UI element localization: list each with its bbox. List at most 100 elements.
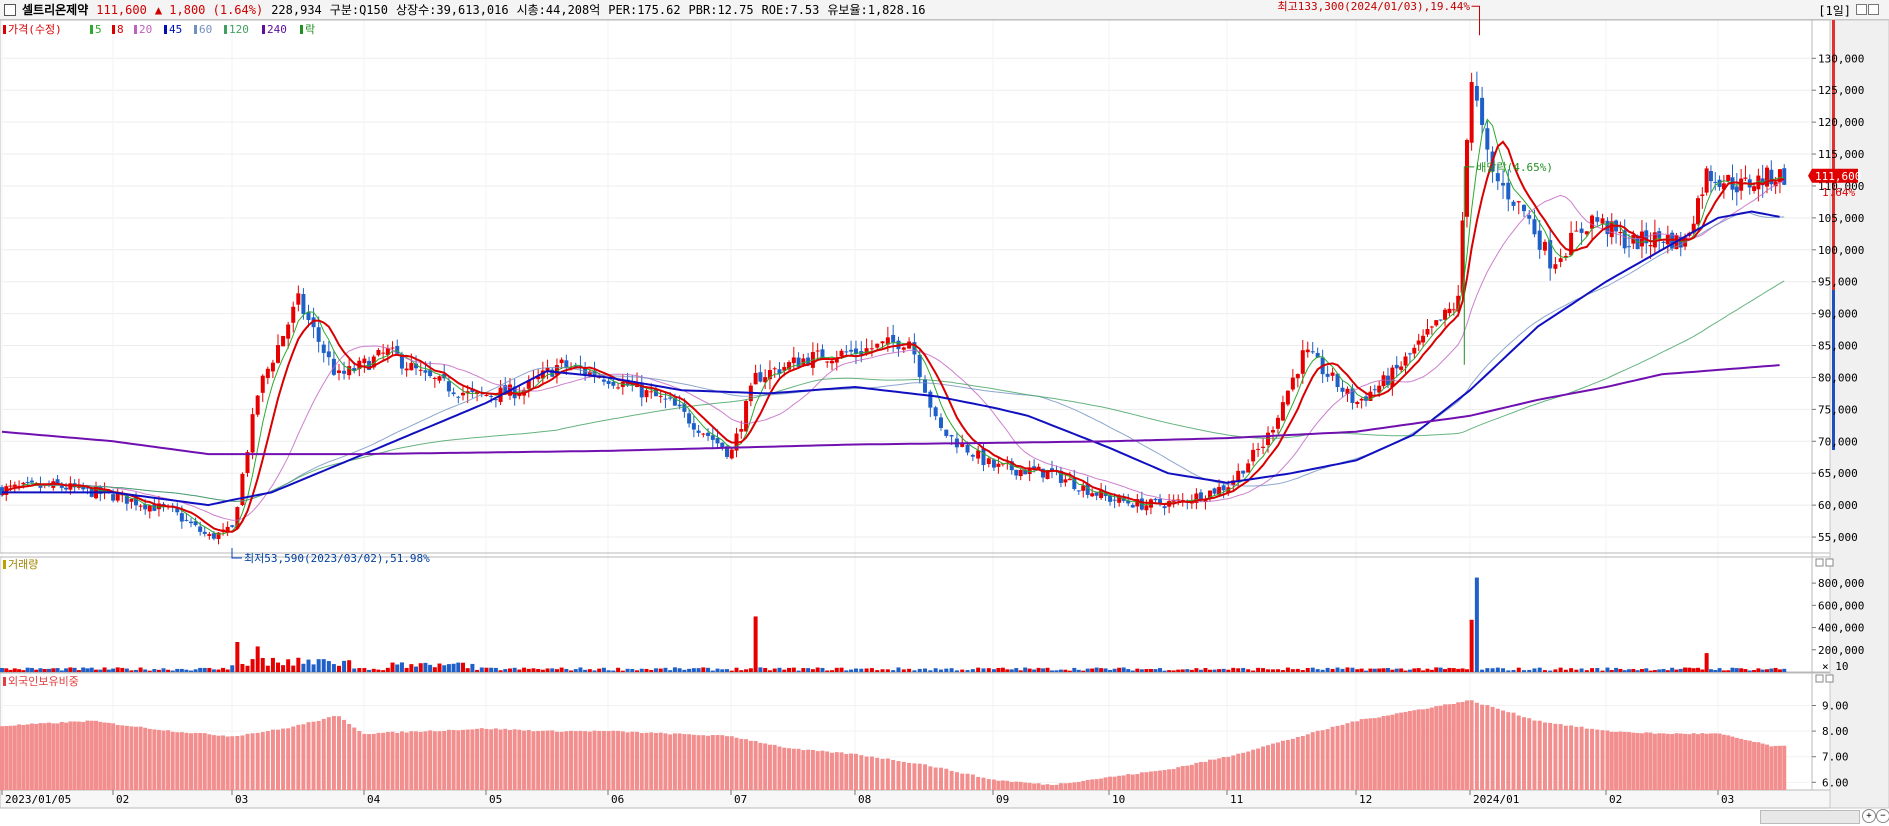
volume-bar [120,667,125,672]
zoom-out-icon[interactable]: − [1876,809,1889,823]
foreign-legend-label: 외국인보유비중 [8,675,79,688]
volume-unit-label: × 10 [1822,660,1849,673]
foreign-bar [216,735,221,790]
candle-up [270,362,275,372]
foreign-bar [1657,733,1662,790]
foreign-bar [21,724,26,790]
volume-bar [639,668,644,672]
foreign-bar [583,731,588,790]
volume-bar [1511,669,1516,672]
candle-up [1270,430,1275,433]
foreign-bar [806,749,811,790]
candle-down [1548,240,1553,269]
volume-bar [404,667,409,672]
candle-down [923,379,928,393]
volume-bar [1335,667,1340,672]
foreign-bar [138,726,143,790]
candle-up [1429,326,1434,328]
low-annotation-pointer [231,548,242,559]
foreign-bar [1563,725,1568,790]
volume-bar [1270,669,1275,672]
foreign-bar [1251,749,1256,790]
candle-up [1090,493,1095,497]
candle-up [1590,215,1595,229]
horizontal-scrollbar[interactable] [1760,810,1860,824]
candle-up [1135,499,1140,507]
zoom-in-icon[interactable]: + [1862,809,1876,823]
volume-bar [625,668,630,672]
foreign-bar [834,752,839,790]
candle-down [1769,169,1774,185]
volume-bar [1696,667,1701,672]
ma-legend-label: 120 [229,23,249,36]
volume-bar [1451,668,1456,672]
date-tick-label: 07 [734,793,747,806]
volume-bar [456,662,461,672]
minimize-icon[interactable] [1856,4,1867,15]
volume-bar [1117,667,1122,672]
candle-down [1014,469,1019,476]
foreign-bar [668,734,673,790]
volume-bar [1390,669,1395,672]
candle-up [1377,385,1382,393]
ma-legend-swatch [164,25,167,34]
volume-bar [706,667,711,672]
volume-bar [255,646,260,672]
foreign-bar [782,747,787,790]
header-checkbox[interactable] [4,3,16,16]
candle-up [739,429,744,432]
candle-down [1076,490,1081,492]
candle-up [255,395,260,415]
foreign-bar [734,737,739,790]
volume-bar [1300,670,1305,672]
volume-bar [4,668,9,672]
volume-bar [1158,668,1163,672]
candle-down [1130,504,1135,508]
period-selector[interactable]: [1일] [1818,4,1851,18]
candle-down [1325,373,1330,377]
foreign-bar [221,735,226,790]
candle-down [777,369,782,374]
candle-up [418,369,423,371]
candle-down [1350,388,1355,403]
volume-bar [891,670,896,672]
volume-bar [1355,669,1360,672]
candle-down [1126,500,1131,504]
foreign-bar [933,767,938,790]
foreign-bar [414,731,419,790]
volume-bar [1121,667,1126,672]
price-legend-label: 가격(수정) [8,23,62,36]
volume-bar [352,668,357,672]
volume-bar [221,667,226,672]
candle-down [1532,219,1537,235]
ma-legend-swatch [134,25,137,34]
volume-bar [1094,667,1099,672]
foreign-bar [522,730,527,790]
candle-down [198,526,203,532]
right-red-bar [1832,20,1835,290]
volume-bar [1743,669,1748,672]
candle-up [767,369,772,380]
foreign-bar [1474,702,1479,790]
foreign-bar [120,725,125,790]
candle-down [59,485,64,488]
candle-up [1295,374,1300,379]
volume-bar [129,670,134,672]
close-icon[interactable] [1868,4,1879,15]
volume-bar [1726,670,1731,672]
ma45-line [2,210,1780,507]
volume-bar [825,670,830,672]
volume-bar [1434,667,1439,672]
candle-down [844,351,849,353]
candle-up [901,347,906,350]
volume-bar [1112,668,1117,672]
volume-bar [428,664,433,672]
foreign-bar [76,721,81,790]
foreign-bar [1345,723,1350,790]
volume-bar [1067,670,1072,672]
foreign-bar [1350,721,1355,790]
volume-bar [635,670,640,672]
candle-up [1704,168,1709,193]
foreign-bar [1090,779,1095,790]
foreign-bar [64,722,69,790]
